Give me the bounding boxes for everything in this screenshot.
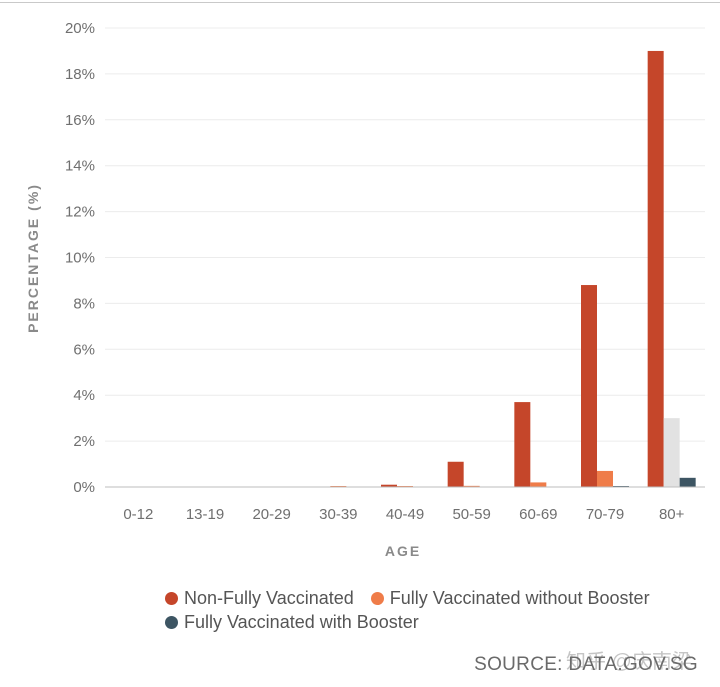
y-tick-label: 8% (73, 295, 95, 312)
legend-item-with-booster[interactable]: Fully Vaccinated with Booster (165, 611, 419, 634)
y-tick-label: 14% (65, 158, 95, 175)
x-tick-label: 30-39 (319, 506, 357, 523)
bar-70-79-1 (581, 285, 597, 487)
y-tick-label: 20% (65, 20, 95, 37)
x-tick-label: 50-59 (452, 506, 490, 523)
legend-item-non-fully[interactable]: Non-Fully Vaccinated (165, 587, 354, 610)
legend-label: Fully Vaccinated without Booster (389, 588, 650, 608)
bar-70-79-2 (597, 470, 613, 487)
x-tick-label: 20-29 (252, 506, 290, 523)
legend-label: Non-Fully Vaccinated (184, 588, 354, 608)
x-tick-label: 0-12 (123, 506, 153, 523)
bar-80+-3 (679, 477, 696, 487)
x-axis-ticks: 0-12 13-19 20-29 30-39 40-49 50-59 60-69 70-79 8… (123, 506, 684, 523)
x-tick-label: 60-69 (519, 506, 557, 523)
y-tick-label: 16% (65, 112, 95, 129)
y-tick-label: 12% (65, 204, 95, 221)
y-tick-label: 18% (65, 66, 95, 83)
x-tick-label: 70-79 (586, 506, 624, 523)
bar-80+-2 (663, 418, 680, 487)
x-axis-title: AGE (385, 543, 421, 559)
legend: Non-Fully Vaccinated Fully Vaccinated wi… (165, 587, 710, 635)
legend-label: Fully Vaccinated with Booster (184, 612, 419, 632)
legend-swatch (165, 592, 178, 605)
y-tick-label: 10% (65, 250, 95, 267)
y-axis-title: PERCENTAGE (%) (25, 183, 41, 333)
x-tick-label: 80+ (659, 506, 685, 523)
legend-swatch (165, 616, 178, 629)
bars (330, 50, 696, 487)
source-note: SOURCE: DATA.GOV.SG (474, 654, 698, 675)
legend-item-without-booster[interactable]: Fully Vaccinated without Booster (370, 587, 650, 610)
y-axis-ticks: 0% 2% 4% 6% 8% 10% 12% 14% 16% 18% 20% (65, 20, 95, 496)
y-tick-label: 0% (73, 479, 95, 496)
bar-80+-1 (647, 50, 664, 487)
y-tick-label: 6% (73, 341, 95, 358)
bar-50-59-2 (463, 485, 480, 487)
bar-chart: 0% 2% 4% 6% 8% 10% 12% 14% 16% 18% 20% 0-12 13-19 20… (25, 20, 705, 559)
bar-40-49-1 (381, 484, 397, 487)
watermark: 知乎 @庆南梁 (566, 651, 692, 673)
top-divider (0, 2, 720, 3)
bar-50-59-1 (447, 461, 464, 487)
y-tick-label: 4% (73, 387, 95, 404)
x-tick-label: 13-19 (186, 506, 224, 523)
gridlines (105, 27, 705, 442)
bar-60-69-2 (530, 482, 547, 487)
x-tick-label: 40-49 (386, 506, 424, 523)
y-tick-label: 2% (73, 433, 95, 450)
bar-60-69-1 (514, 402, 531, 487)
legend-swatch (370, 592, 384, 605)
